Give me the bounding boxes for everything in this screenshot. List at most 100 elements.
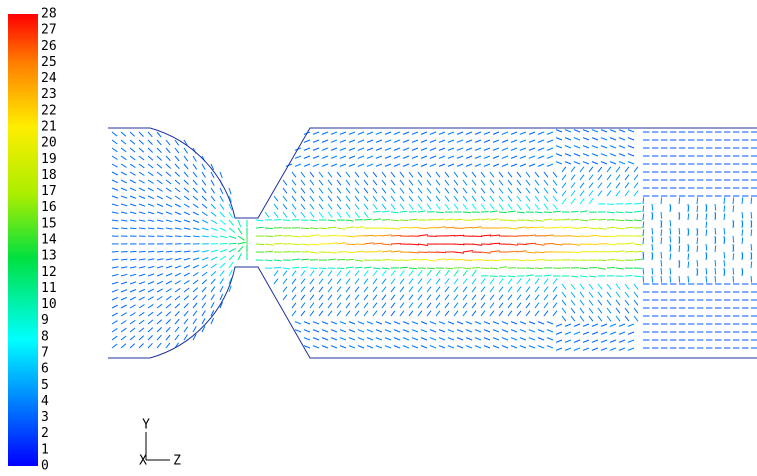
vector <box>642 205 645 213</box>
vector <box>417 258 427 261</box>
vector <box>705 221 708 229</box>
vector <box>624 283 630 290</box>
vector <box>426 259 436 262</box>
vector <box>501 337 509 341</box>
vector <box>192 287 199 293</box>
vector <box>300 294 306 301</box>
vector <box>660 251 663 259</box>
vector <box>696 269 699 277</box>
vector <box>633 275 642 278</box>
vector <box>453 278 459 285</box>
vector <box>174 311 180 317</box>
vector <box>372 187 378 194</box>
vector <box>183 227 191 230</box>
vector <box>438 329 446 333</box>
vector <box>561 299 567 306</box>
vector <box>543 310 549 317</box>
vector <box>327 302 333 309</box>
vector <box>537 329 545 333</box>
vector <box>474 337 482 341</box>
vector <box>384 329 392 333</box>
vector <box>615 267 624 270</box>
vector <box>336 302 342 309</box>
vector <box>498 195 504 202</box>
vector <box>129 171 136 176</box>
vector <box>609 323 617 327</box>
vector <box>642 253 645 261</box>
vector <box>570 291 576 298</box>
vector <box>516 294 522 301</box>
vector <box>165 179 172 185</box>
vector <box>210 203 216 210</box>
vector <box>228 242 237 245</box>
vector <box>111 304 119 309</box>
vector <box>120 163 127 168</box>
vector <box>264 259 273 262</box>
vector <box>591 339 599 343</box>
vector <box>366 155 374 159</box>
vector <box>354 203 360 210</box>
vector <box>156 187 163 192</box>
vector <box>447 345 455 349</box>
vector <box>570 166 576 173</box>
vector <box>399 310 405 317</box>
colorbar-tick-label: 27 <box>41 23 57 38</box>
vector <box>183 219 191 223</box>
vector <box>129 273 137 277</box>
vector <box>165 155 171 162</box>
vector <box>588 307 594 314</box>
vector <box>147 250 155 253</box>
vector <box>291 195 297 202</box>
vector <box>345 251 356 254</box>
vector <box>183 265 191 269</box>
vector <box>111 343 118 349</box>
vector <box>390 243 401 245</box>
vector <box>564 331 572 335</box>
vector <box>363 211 369 219</box>
vector <box>183 211 191 216</box>
vector <box>327 258 336 261</box>
vector <box>348 329 356 333</box>
vector <box>363 294 369 301</box>
vector <box>354 266 363 269</box>
vector <box>552 171 558 178</box>
vector <box>723 251 726 259</box>
vector <box>534 286 540 293</box>
vector <box>228 269 233 277</box>
vector <box>300 258 309 261</box>
vector <box>291 171 297 178</box>
vector <box>156 139 162 146</box>
vector <box>606 203 615 205</box>
vector <box>507 179 513 186</box>
vector <box>120 251 128 253</box>
vector <box>303 329 311 333</box>
vector <box>426 219 436 221</box>
vector <box>480 195 486 202</box>
vector <box>273 195 279 202</box>
vector <box>201 227 209 231</box>
vector <box>408 187 414 194</box>
vector <box>528 329 536 333</box>
vector <box>147 319 154 325</box>
vector <box>219 243 228 245</box>
vector <box>546 329 554 333</box>
vector <box>345 187 351 194</box>
vector <box>138 296 145 301</box>
vector <box>156 327 162 333</box>
vector <box>183 139 188 146</box>
vector <box>615 299 621 306</box>
vector <box>510 131 518 135</box>
vector <box>525 234 536 237</box>
vector <box>372 211 381 213</box>
vector <box>714 203 717 211</box>
vector <box>642 221 645 229</box>
vector <box>390 203 396 210</box>
vector <box>573 323 581 327</box>
vector <box>111 327 118 333</box>
vector <box>519 147 527 151</box>
vector <box>570 190 576 197</box>
vector <box>111 258 119 261</box>
vector <box>669 275 672 283</box>
vector <box>447 147 455 151</box>
vector <box>750 275 753 283</box>
